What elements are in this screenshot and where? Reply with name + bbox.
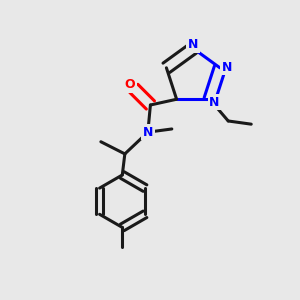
Text: O: O: [124, 78, 135, 91]
Text: N: N: [143, 126, 153, 139]
Text: N: N: [209, 96, 220, 109]
Text: N: N: [222, 61, 232, 74]
Text: N: N: [188, 38, 198, 51]
